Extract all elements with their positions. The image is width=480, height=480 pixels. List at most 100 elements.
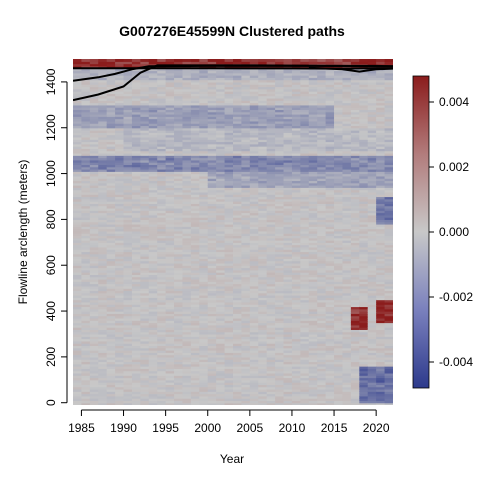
- heatmap-cell: [258, 61, 268, 65]
- heatmap-cell: [98, 178, 108, 182]
- heatmap-cell: [308, 288, 318, 292]
- heatmap-cell: [258, 308, 268, 312]
- heatmap-cell: [283, 237, 293, 241]
- heatmap-cell: [325, 377, 335, 381]
- heatmap-cell: [98, 343, 108, 347]
- heatmap-cell: [241, 262, 251, 266]
- heatmap-cell: [199, 143, 209, 147]
- heatmap-cell: [308, 113, 318, 117]
- heatmap-cell: [308, 136, 318, 140]
- heatmap-cell: [216, 148, 226, 152]
- heatmap-cell: [131, 59, 141, 62]
- heatmap-cell: [115, 350, 125, 353]
- heatmap-cell: [266, 297, 276, 301]
- heatmap-cell: [148, 166, 158, 170]
- heatmap-cell: [283, 327, 293, 330]
- heatmap-cell: [131, 299, 141, 303]
- heatmap-cell: [308, 127, 318, 131]
- heatmap-cell: [283, 152, 293, 156]
- heatmap-cell: [106, 242, 116, 246]
- heatmap-cell: [224, 297, 234, 301]
- heatmap-cell: [165, 132, 175, 136]
- heatmap-cell: [123, 258, 133, 262]
- heatmap-cell: [182, 189, 192, 193]
- heatmap-cell: [216, 214, 226, 218]
- heatmap-cell: [199, 274, 209, 278]
- heatmap-cell: [241, 210, 251, 214]
- heatmap-cell: [165, 139, 175, 143]
- heatmap-cell: [148, 379, 158, 383]
- heatmap-cell: [199, 219, 209, 223]
- heatmap-cell: [216, 386, 226, 390]
- heatmap-cell: [275, 267, 285, 271]
- heatmap-cell: [334, 345, 344, 349]
- heatmap-cell: [266, 107, 276, 111]
- heatmap-cell: [325, 175, 335, 179]
- heatmap-cell: [224, 81, 234, 85]
- heatmap-cell: [157, 352, 167, 356]
- heatmap-cell: [89, 265, 99, 269]
- heatmap-cell: [249, 363, 259, 367]
- heatmap-cell: [199, 343, 209, 347]
- heatmap-cell: [182, 295, 192, 298]
- heatmap-cell: [131, 217, 141, 220]
- heatmap-cell: [81, 324, 91, 328]
- heatmap-cell: [266, 65, 276, 69]
- heatmap-cell: [157, 379, 167, 383]
- heatmap-cell: [216, 168, 226, 172]
- heatmap-cell: [207, 81, 217, 85]
- heatmap-cell: [283, 340, 293, 344]
- heatmap-cell: [148, 93, 158, 97]
- heatmap-cell: [266, 306, 276, 310]
- heatmap-cell: [291, 77, 301, 81]
- heatmap-cell: [182, 88, 192, 92]
- heatmap-cell: [157, 130, 167, 133]
- heatmap-cell: [283, 398, 293, 402]
- heatmap-cell: [89, 109, 99, 113]
- heatmap-cell: [216, 127, 226, 131]
- heatmap-cell: [275, 395, 285, 399]
- heatmap-cell: [241, 370, 251, 374]
- heatmap-cell: [216, 113, 226, 117]
- heatmap-cell: [174, 375, 184, 379]
- heatmap-cell: [300, 109, 310, 113]
- heatmap-cell: [98, 350, 108, 353]
- heatmap-cell: [123, 249, 133, 253]
- heatmap-cell: [334, 70, 344, 74]
- heatmap-cell: [241, 155, 251, 159]
- heatmap-cell: [157, 301, 167, 305]
- heatmap-cell: [106, 315, 116, 319]
- heatmap-cell: [148, 361, 158, 365]
- heatmap-cell: [266, 395, 276, 399]
- heatmap-cell: [199, 297, 209, 301]
- heatmap-cell: [207, 242, 217, 246]
- heatmap-cell: [73, 272, 83, 275]
- heatmap-cell: [106, 141, 116, 145]
- heatmap-cell: [291, 162, 301, 165]
- heatmap-cell: [165, 196, 175, 200]
- heatmap-cell: [283, 198, 293, 202]
- heatmap-cell: [89, 107, 99, 111]
- heatmap-cell: [81, 72, 91, 76]
- heatmap-cell: [174, 308, 184, 312]
- heatmap-cell: [317, 198, 327, 202]
- heatmap-cell: [275, 95, 285, 99]
- heatmap-cell: [241, 274, 251, 278]
- heatmap-cell: [317, 201, 327, 204]
- heatmap-cell: [317, 352, 327, 356]
- heatmap-cell: [308, 226, 318, 230]
- heatmap-cell: [81, 178, 91, 182]
- heatmap-cell: [81, 93, 91, 97]
- heatmap-cell: [98, 336, 108, 340]
- heatmap-cell: [249, 333, 259, 337]
- heatmap-cell: [115, 68, 125, 72]
- heatmap-cell: [224, 175, 234, 179]
- heatmap-cell: [334, 102, 344, 106]
- heatmap-cell: [131, 242, 141, 246]
- heatmap-cell: [190, 359, 200, 363]
- heatmap-cell: [317, 72, 327, 76]
- heatmap-cell: [258, 320, 268, 324]
- heatmap-cell: [224, 84, 234, 88]
- heatmap-cell: [115, 120, 125, 124]
- heatmap-cell: [73, 157, 83, 161]
